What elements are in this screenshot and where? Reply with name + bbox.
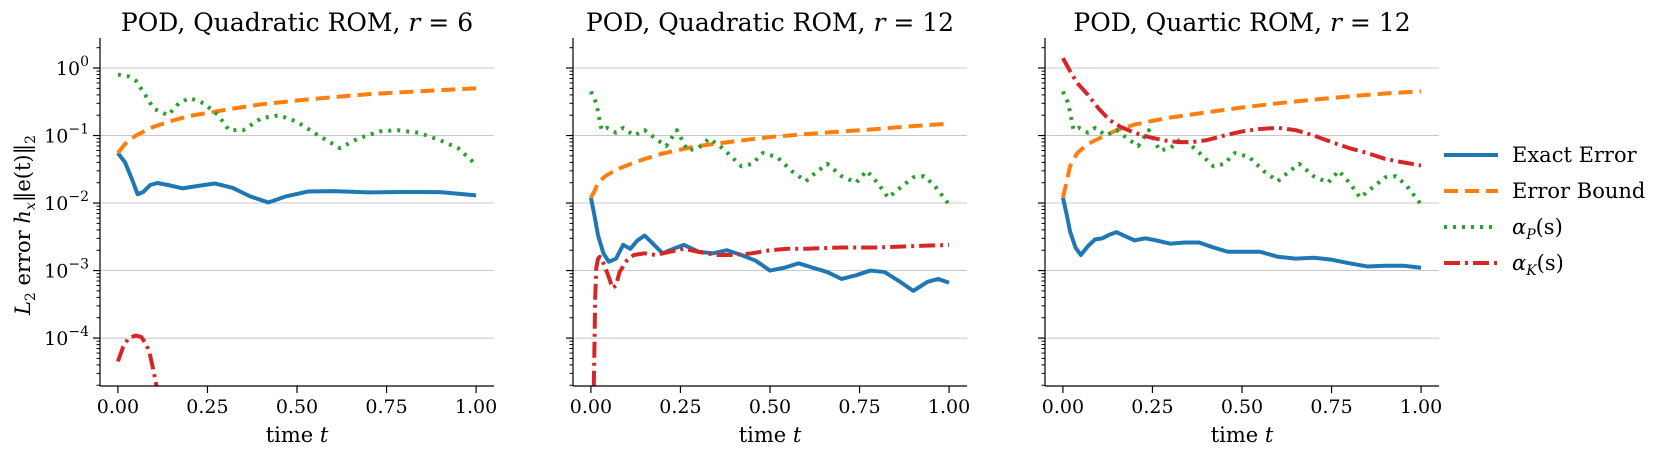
panel-3-x-tick-label-3: 0.75 <box>1310 396 1352 418</box>
legend-label-exact-error: Exact Error <box>1512 143 1638 167</box>
panel-1-y-tick-label-4: 100 <box>56 54 89 80</box>
panel-2-x-tick-label-2: 0.50 <box>749 396 791 418</box>
panel-1-y-tick-label-2: 10−2 <box>44 189 89 215</box>
panel-1-x-tick-label-3: 0.75 <box>365 396 407 418</box>
panel-3-x-tick-label-1: 0.25 <box>1131 396 1173 418</box>
panel-1-xlabel: time t <box>266 423 329 447</box>
panel-1-x-tick-label-4: 1.00 <box>455 396 497 418</box>
panel-1-grid <box>100 67 494 339</box>
panel-2-series-exact-error <box>588 197 950 293</box>
panel-3-series-k-s <box>1061 57 1422 168</box>
panel-3-x-tick-label-4: 1.00 <box>1400 396 1442 418</box>
panel-2-series <box>588 90 951 386</box>
panel-3-x-tick-label-0: 0.00 <box>1042 396 1084 418</box>
legend-label-error-bound: Error Bound <box>1512 179 1645 203</box>
panel-2-axes: 0.00 0.25 0.50 0.75 1.00 <box>566 38 970 418</box>
panel-2-series-error-bound <box>589 121 950 199</box>
panel-1-series-error-bound <box>116 86 477 155</box>
panel-1-x-tick-label-1: 0.25 <box>186 396 228 418</box>
panel-2-series-p-s <box>589 90 951 206</box>
panel-3-series-exact-error <box>1060 197 1422 270</box>
panel-3-axes: 0.00 0.25 0.50 0.75 1.00 <box>1038 38 1442 418</box>
panel-1-y-tick-label-0: 10−4 <box>44 324 89 350</box>
y-axis-label: L2 error hx‖e(t)‖2 <box>11 135 39 316</box>
panel-2-xlabel: time t <box>739 423 802 447</box>
panel-3-xlabel: time t <box>1211 423 1274 447</box>
panel-2-x-tick-label-1: 0.25 <box>659 396 701 418</box>
panel-1-series <box>116 72 478 386</box>
panel-1-x-tick-label-2: 0.50 <box>276 396 318 418</box>
panel-3-title: POD, Quartic ROM, r = 12 <box>1073 8 1410 37</box>
panel-3-x-tick-label-2: 0.50 <box>1221 396 1263 418</box>
panel-3-grid <box>1045 67 1439 339</box>
panel-2-series-k-s <box>591 242 950 386</box>
panel-1-x-tick-label-0: 0.00 <box>97 396 139 418</box>
panel-3-series-error-bound <box>1060 89 1422 199</box>
panel-2-grid <box>573 67 967 339</box>
panel-2: 0.00 0.25 0.50 0.75 1.00 POD, Quadratic ROM,… <box>566 8 970 447</box>
panel-2-title: POD, Quadratic ROM, r = 12 <box>586 8 954 37</box>
panel-1-series-k-s <box>116 333 159 386</box>
panel-3-series <box>1060 57 1423 270</box>
panel-2-x-tick-label-3: 0.75 <box>838 396 880 418</box>
legend: Exact Error Error Bound αP(s) αK(s) <box>1444 143 1645 279</box>
panel-2-x-tick-label-0: 0.00 <box>570 396 612 418</box>
panel-1-axes: 10−4 10−3 10−2 10−1 100 0.00 0.25 0.50 0.75 1.00 <box>44 38 497 418</box>
panel-3: 0.00 0.25 0.50 0.75 1.00 POD, Quartic ROM, r… <box>1038 8 1442 447</box>
panel-1-series-p-s <box>117 72 478 167</box>
panel-1-series-exact-error <box>116 151 477 205</box>
panel-1-y-tick-label-3: 10−1 <box>44 122 89 148</box>
legend-label-alpha-k: αK(s) <box>1512 251 1564 279</box>
panel-1-title: POD, Quadratic ROM, r = 6 <box>121 8 473 37</box>
legend-label-alpha-p: αP(s) <box>1512 215 1563 243</box>
panel-1-y-tick-label-1: 10−3 <box>44 257 89 283</box>
panel-2-x-tick-label-4: 1.00 <box>928 396 970 418</box>
